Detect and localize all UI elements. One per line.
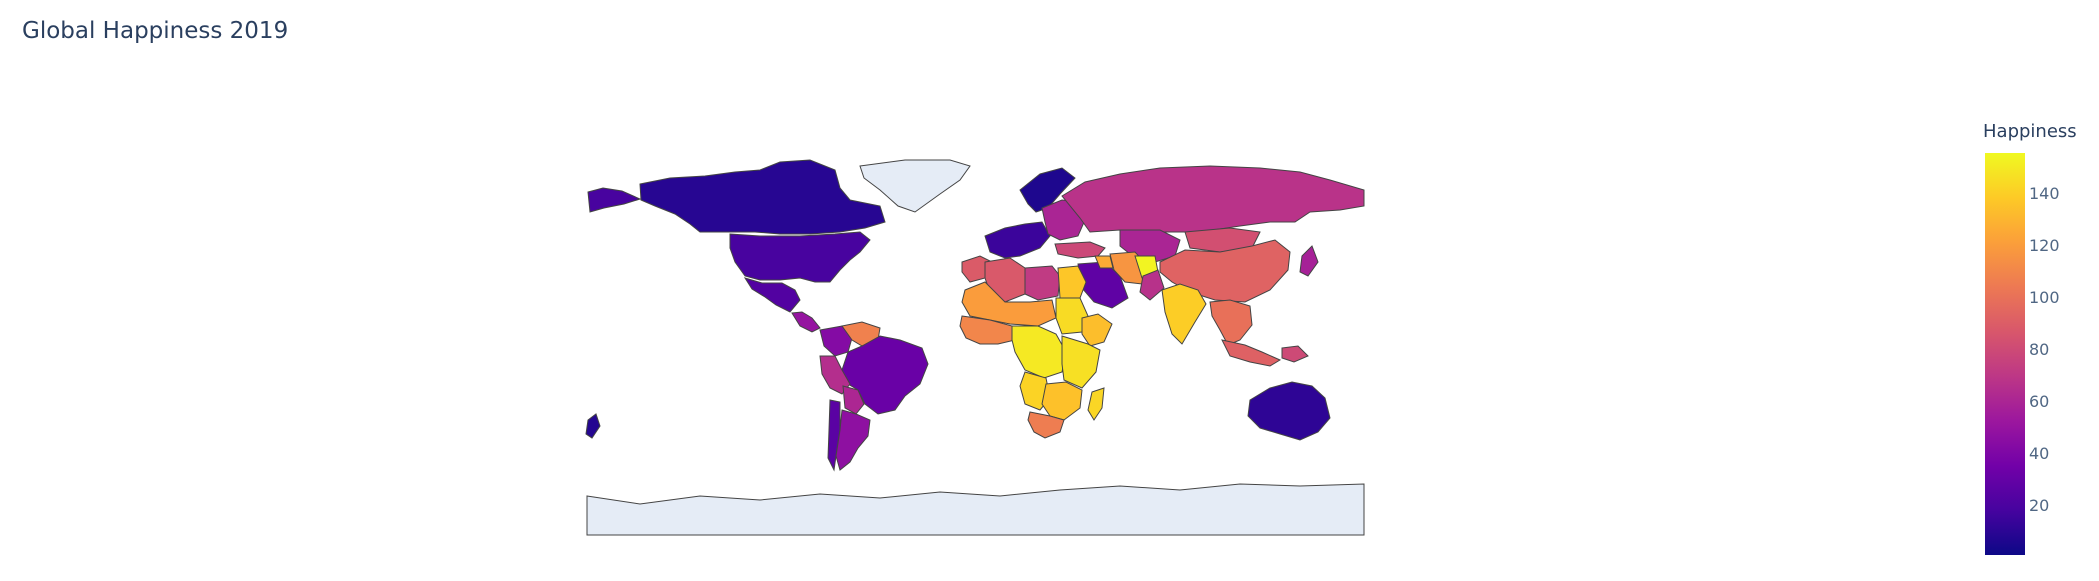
region-brazil[interactable] [841,335,929,415]
colorbar-tick-label-60: 60 [2029,391,2050,411]
country-regions [585,159,1365,536]
region-south-africa[interactable] [1027,411,1065,439]
colorbar-tick-label-100: 100 [2029,288,2060,308]
colorbar-tick-label-40: 40 [2029,443,2050,463]
region-ethiopia[interactable] [1081,313,1113,347]
colorbar-title: Happiness [1983,121,2077,142]
region-alaska-united-states[interactable] [587,187,642,213]
region-indonesia[interactable] [1221,339,1282,367]
region-papua-new-guinea[interactable] [1281,345,1309,363]
colorbar-tick-label-20: 20 [2029,495,2050,515]
region-india[interactable] [1161,283,1207,345]
colorbar-gradient [1985,153,2025,555]
region-new-zealand[interactable] [585,413,601,439]
colorbar-tick-label-80: 80 [2029,340,2050,360]
region-libya[interactable] [1024,265,1061,301]
region-greenland[interactable] [859,159,971,213]
region-egypt[interactable] [1057,265,1087,299]
region-east-africa[interactable] [1061,335,1101,389]
region-japan[interactable] [1299,245,1319,277]
region-pakistan[interactable] [1139,269,1165,301]
colorbar-tick-label-140: 140 [2029,184,2060,204]
region-madagascar[interactable] [1087,387,1105,421]
region-central-africa[interactable] [1011,325,1067,379]
region-algeria[interactable] [984,257,1026,303]
region-antarctica[interactable] [586,483,1365,536]
region-china[interactable] [1159,239,1291,303]
region-southeast-asia[interactable] [1209,299,1253,346]
colorbar [1985,153,2029,555]
region-mexico[interactable] [743,277,801,313]
region-argentina[interactable] [835,409,871,471]
region-chile[interactable] [827,399,841,472]
region-western-europe[interactable] [984,221,1051,259]
region-west-africa[interactable] [959,315,1016,345]
region-southern-africa[interactable] [1041,381,1083,421]
region-central-america[interactable] [791,311,821,333]
colorbar-tick-label-120: 120 [2029,236,2060,256]
region-sahel[interactable] [961,281,1057,327]
region-scandinavia[interactable] [1019,167,1076,213]
region-australia[interactable] [1247,381,1331,441]
region-iraq[interactable] [1094,255,1114,269]
region-canada[interactable] [639,159,886,235]
region-bolivia[interactable] [842,385,865,415]
chart-title: Global Happiness 2019 [22,18,289,44]
region-united-states[interactable] [729,231,871,283]
